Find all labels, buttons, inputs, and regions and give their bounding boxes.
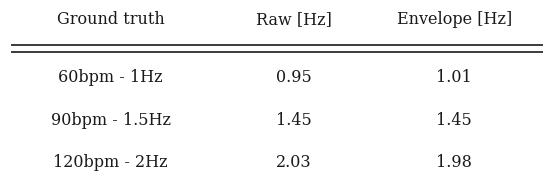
Text: 2.03: 2.03 (276, 154, 311, 171)
Text: 1.01: 1.01 (437, 69, 472, 86)
Text: 1.45: 1.45 (437, 112, 472, 129)
Text: Raw [Hz]: Raw [Hz] (256, 11, 331, 28)
Text: 0.95: 0.95 (276, 69, 311, 86)
Text: Ground truth: Ground truth (57, 11, 165, 28)
Text: 120bpm - 2Hz: 120bpm - 2Hz (54, 154, 168, 171)
Text: 1.45: 1.45 (276, 112, 311, 129)
Text: 1.98: 1.98 (437, 154, 472, 171)
Text: Envelope [Hz]: Envelope [Hz] (397, 11, 512, 28)
Text: 60bpm - 1Hz: 60bpm - 1Hz (59, 69, 163, 86)
Text: 90bpm - 1.5Hz: 90bpm - 1.5Hz (51, 112, 171, 129)
